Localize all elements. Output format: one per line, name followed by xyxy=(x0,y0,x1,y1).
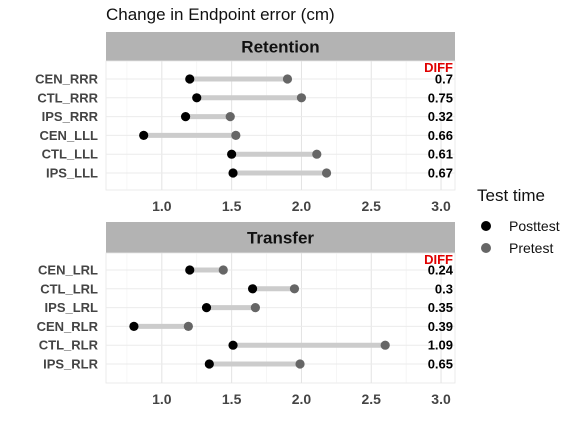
diff-value: 0.3 xyxy=(435,281,453,296)
x-tick-label: 3.0 xyxy=(431,198,451,214)
diff-value: 0.7 xyxy=(435,72,453,87)
row-label: CEN_LLL xyxy=(40,128,99,143)
diff-header: DIFF xyxy=(424,60,453,75)
plot-area xyxy=(105,60,456,191)
panel-retention: Retention CEN_RRR 0.7 CTL_RRR 0.75 IPS_RRR 0.3… xyxy=(35,32,456,214)
pretest-point xyxy=(282,74,293,84)
row-label: IPS_RLR xyxy=(43,357,99,372)
x-tick-label: 2.0 xyxy=(292,391,312,407)
x-tick-label: 2.5 xyxy=(362,391,382,407)
plot-area xyxy=(105,252,456,384)
legend-title: Test time xyxy=(477,186,545,205)
row-label: CTL_LRL xyxy=(40,281,98,296)
row-label: CTL_RRR xyxy=(37,90,98,105)
posttest-point xyxy=(185,74,195,84)
posttest-point xyxy=(228,168,238,178)
x-tick-label: 1.0 xyxy=(152,391,172,407)
pretest-point xyxy=(295,359,305,369)
panel-strip xyxy=(106,222,455,253)
chart-title: Change in Endpoint error (cm) xyxy=(106,5,335,24)
diff-value: 0.35 xyxy=(428,300,453,315)
diff-header: DIFF xyxy=(424,252,453,267)
x-tick-label: 2.5 xyxy=(362,198,382,214)
x-tick-label: 3.0 xyxy=(431,391,451,407)
legend-pretest-swatch xyxy=(481,243,491,253)
diff-value: 0.66 xyxy=(428,128,453,143)
pretest-point xyxy=(312,149,322,159)
posttest-point xyxy=(139,130,149,140)
panel-transfer: Transfer CEN_LRL 0.24 CTL_LRL 0.3 IPS_LRL 0.35… xyxy=(37,222,456,407)
posttest-point xyxy=(129,321,139,331)
diff-value: 0.67 xyxy=(428,166,453,181)
diff-value: 1.09 xyxy=(428,338,453,353)
x-tick-label: 1.5 xyxy=(222,391,242,407)
pretest-point xyxy=(289,284,300,294)
posttest-point xyxy=(192,93,202,103)
diff-value: 0.32 xyxy=(428,109,453,124)
x-tick-label: 2.0 xyxy=(292,198,312,214)
pretest-point xyxy=(380,340,390,350)
posttest-point xyxy=(201,303,212,313)
posttest-point xyxy=(247,284,258,294)
row-label: IPS_LRL xyxy=(45,300,99,315)
pretest-point xyxy=(296,93,307,103)
panel-strip xyxy=(106,32,455,61)
row-label: CEN_RRR xyxy=(35,72,98,87)
diff-value: 0.75 xyxy=(428,90,453,105)
posttest-point xyxy=(227,149,237,159)
row-label: CEN_RLR xyxy=(37,319,99,334)
panel-title: Retention xyxy=(241,38,319,57)
legend-posttest-label: Posttest xyxy=(509,218,560,234)
row-label: CTL_RLR xyxy=(39,338,99,353)
pretest-point xyxy=(321,168,332,178)
legend-pretest-label: Pretest xyxy=(509,240,553,256)
row-label: IPS_LLL xyxy=(46,166,98,181)
diff-value: 0.24 xyxy=(428,263,454,278)
legend-posttest-swatch xyxy=(481,221,491,231)
posttest-point xyxy=(228,340,238,350)
posttest-point xyxy=(180,112,191,122)
row-label: CTL_LLL xyxy=(42,147,98,162)
pretest-point xyxy=(225,112,235,122)
posttest-point xyxy=(204,359,214,369)
pretest-point xyxy=(250,303,260,313)
row-label: CEN_LRL xyxy=(38,263,98,278)
diff-value: 0.39 xyxy=(428,319,453,334)
pretest-point xyxy=(183,321,193,331)
diff-value: 0.65 xyxy=(428,357,453,372)
panel-title: Transfer xyxy=(247,229,314,248)
row-label: IPS_RRR xyxy=(42,109,99,124)
legend: Test time Posttest Pretest xyxy=(477,186,560,256)
x-tick-label: 1.0 xyxy=(152,198,172,214)
diff-value: 0.61 xyxy=(428,147,453,162)
posttest-point xyxy=(185,265,195,275)
x-tick-label: 1.5 xyxy=(222,198,242,214)
pretest-point xyxy=(218,265,228,275)
pretest-point xyxy=(231,130,241,140)
